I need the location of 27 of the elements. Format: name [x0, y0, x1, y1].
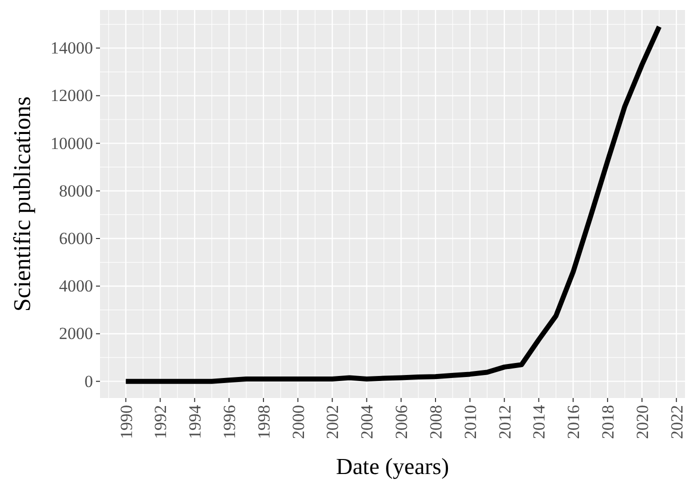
y-tick-label: 12000: [50, 86, 93, 106]
x-tick-label: 1996: [220, 405, 239, 439]
x-tick-label: 2016: [564, 405, 584, 439]
y-tick-label: 14000: [50, 38, 93, 58]
x-tick-label: 2008: [426, 405, 446, 439]
y-tick-label: 2000: [59, 324, 93, 344]
y-tick-label: 6000: [59, 228, 93, 248]
y-tick-label: 0: [84, 372, 93, 391]
x-tick-label: 2004: [358, 404, 377, 439]
y-tick-label: 10000: [50, 134, 93, 153]
x-tick-label: 2020: [632, 405, 652, 439]
y-tick-label: 8000: [59, 181, 93, 200]
x-tick-label: 1994: [186, 404, 205, 439]
y-tick-label: 4000: [59, 276, 93, 296]
x-tick-label: 2002: [323, 405, 342, 439]
x-tick-label: 2018: [598, 405, 618, 439]
x-axis-title: Date (years): [336, 454, 450, 479]
x-tick-label: 1992: [151, 405, 170, 439]
x-tick-label: 2000: [288, 405, 308, 439]
x-tick-label: 1990: [116, 405, 136, 439]
x-tick-label: 2012: [495, 405, 514, 439]
x-tick-label: 2014: [530, 404, 549, 439]
x-tick-label: 2006: [392, 405, 412, 439]
x-tick-label: 1998: [254, 405, 274, 439]
x-tick-label: 2022: [667, 405, 686, 439]
y-axis-title: Scientific publications: [10, 96, 36, 312]
x-tick-label: 2010: [460, 405, 480, 439]
